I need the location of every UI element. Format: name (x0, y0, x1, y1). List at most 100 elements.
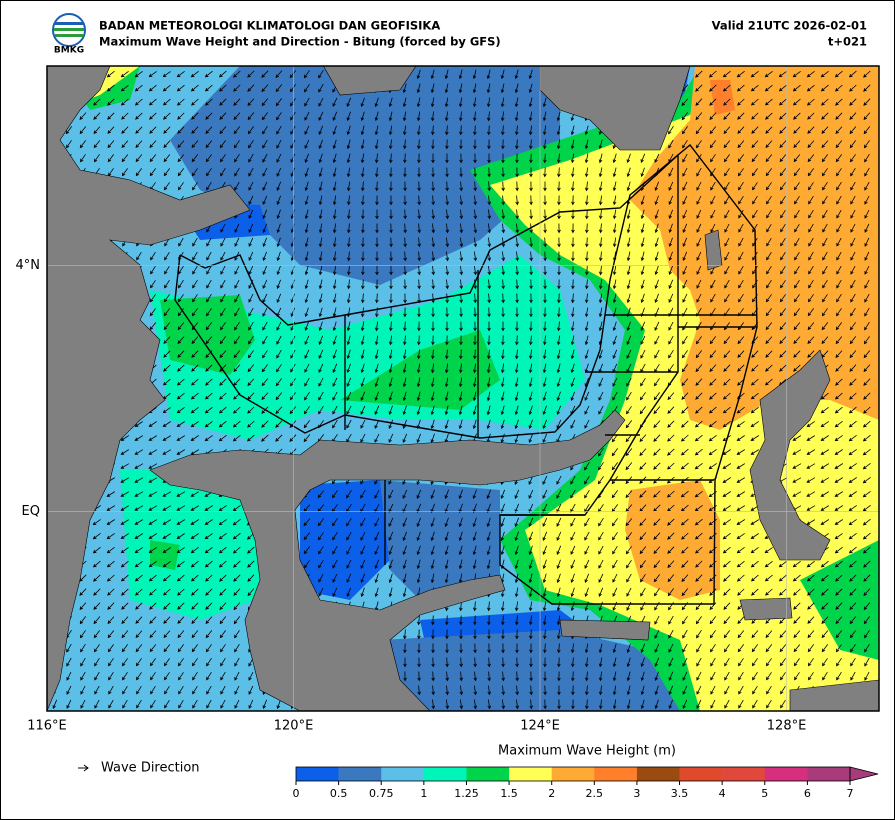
wave-arrow (150, 699, 156, 709)
wave-arrow (402, 433, 408, 443)
wave-arrow (500, 531, 505, 542)
wave-arrow (792, 98, 801, 106)
wave-arrow (807, 616, 815, 624)
wave-arrow (543, 209, 547, 220)
wave-arrow (639, 546, 647, 555)
wave-arrow (459, 237, 464, 248)
wave-arrow (765, 168, 773, 177)
wave-arrow (599, 237, 603, 248)
wave-arrow (275, 378, 283, 387)
wave-arrow (585, 671, 589, 682)
wave-arrow (388, 545, 393, 555)
wave-arrow (500, 377, 505, 388)
wave-arrow (360, 125, 365, 136)
wave-arrow (570, 363, 575, 374)
wave-arrow (374, 503, 380, 513)
wave-arrow (149, 630, 157, 639)
wave-arrow (149, 322, 157, 331)
wave-arrow (148, 560, 157, 568)
wave-arrow (163, 126, 171, 134)
wave-arrow (542, 489, 548, 499)
wave-arrow (584, 153, 589, 164)
wave-arrow (570, 489, 576, 499)
wave-arrow (417, 251, 421, 262)
wave-arrow (806, 435, 816, 441)
wave-arrow (431, 335, 435, 346)
wave-arrow (247, 112, 255, 121)
wave-arrow (807, 588, 815, 596)
wave-arrow (751, 350, 759, 358)
wave-arrow (668, 615, 674, 625)
wave-arrow (134, 519, 144, 525)
wave-arrow (807, 126, 815, 134)
colorbar-tick-label: 3.5 (671, 787, 689, 800)
wave-arrow (360, 573, 365, 583)
wave-arrow (177, 112, 185, 120)
wave-arrow (332, 587, 338, 597)
wave-arrow (543, 629, 547, 640)
wave-arrow (848, 420, 857, 428)
wave-arrow (444, 517, 449, 528)
wave-arrow (303, 546, 311, 555)
wave-arrow (794, 672, 800, 681)
wave-arrow (557, 685, 561, 696)
wave-arrow (176, 519, 186, 525)
wave-arrow (374, 433, 380, 443)
wave-arrow (778, 71, 787, 78)
wave-arrow (233, 112, 241, 121)
wave-arrow (794, 223, 800, 233)
wave-arrow (793, 658, 800, 667)
wave-arrow (218, 560, 227, 568)
wave-arrow (162, 491, 172, 497)
wave-arrow (626, 573, 632, 583)
wave-arrow (528, 559, 533, 570)
wave-arrow (135, 602, 143, 610)
wave-arrow (751, 364, 759, 372)
wave-arrow (723, 336, 731, 345)
wave-arrow (458, 405, 463, 416)
wave-arrow (206, 265, 212, 275)
wave-arrow (134, 560, 143, 568)
wave-arrow (681, 574, 689, 583)
wave-arrow (459, 643, 463, 654)
wave-arrow (556, 559, 561, 569)
wave-arrow (529, 167, 533, 178)
colorbar-segment (466, 767, 510, 781)
wave-arrow (149, 168, 157, 177)
wave-arrow (374, 349, 379, 360)
wave-arrow (458, 419, 463, 430)
wave-arrow (766, 237, 772, 247)
wave-arrow (667, 504, 675, 512)
wave-arrow (570, 349, 575, 360)
wave-arrow (529, 699, 533, 710)
wave-arrow (459, 699, 464, 710)
wave-arrow (820, 574, 829, 582)
wave-arrow (682, 616, 688, 625)
wave-arrow (709, 392, 717, 400)
wave-arrow (304, 83, 310, 93)
wave-arrow (318, 139, 323, 149)
wave-arrow (148, 84, 157, 92)
wave-arrow (218, 532, 227, 540)
wave-arrow (557, 279, 561, 290)
wave-arrow (654, 643, 660, 653)
wave-arrow (120, 463, 130, 469)
wave-arrow (570, 391, 575, 401)
wave-arrow (318, 573, 324, 583)
wave-arrow (79, 588, 87, 596)
wave-arrow (416, 377, 421, 388)
land (47, 66, 879, 711)
wave-arrow (626, 279, 631, 290)
wave-arrow (571, 279, 575, 290)
wave-arrow (556, 349, 561, 360)
wave-arrow (681, 350, 688, 359)
wave-arrow (431, 209, 435, 220)
wave-arrow (374, 97, 379, 108)
wave-arrow (736, 519, 746, 525)
wave-arrow (501, 615, 505, 626)
wave-arrow (722, 560, 731, 568)
wave-arrow (542, 377, 547, 388)
wave-arrow (473, 139, 477, 150)
wave-arrow (107, 644, 114, 653)
wave-arrow (639, 406, 647, 415)
